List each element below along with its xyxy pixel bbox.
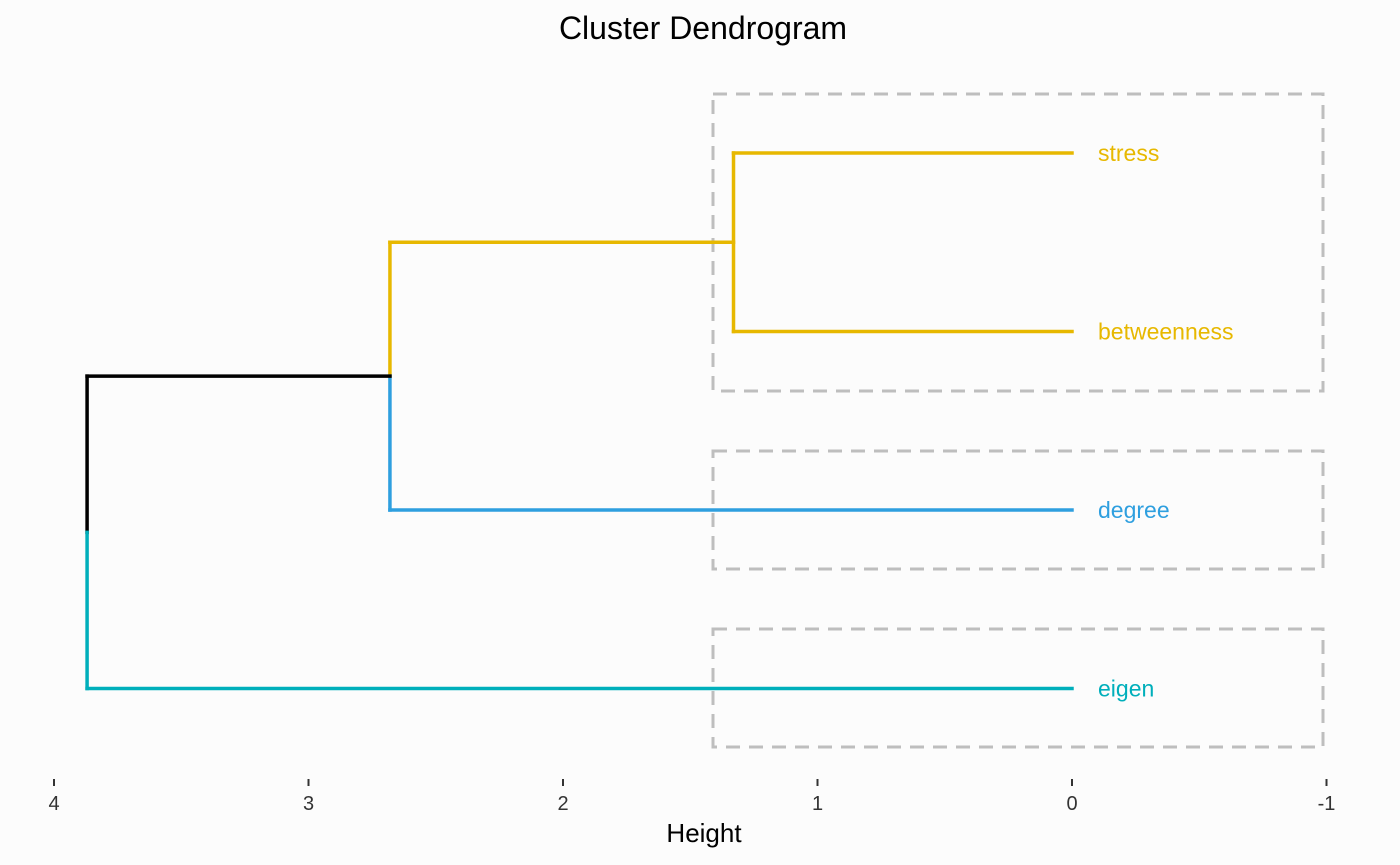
x-axis-title: Height bbox=[666, 818, 742, 848]
x-tick-label: 0 bbox=[1066, 793, 1077, 815]
leaf-label-betweenness: betweenness bbox=[1098, 319, 1234, 345]
leaf-labels: stress betweenness degree eigen bbox=[1098, 140, 1234, 702]
dendrogram-branches bbox=[85, 151, 1074, 691]
cluster-box-3 bbox=[711, 627, 1325, 749]
cluster-box-1 bbox=[711, 92, 1325, 393]
x-tick-label: -1 bbox=[1318, 793, 1336, 815]
x-tick-label: 1 bbox=[812, 793, 823, 815]
x-axis: 4 3 2 1 0 -1 bbox=[48, 779, 1335, 815]
leaf-label-eigen: eigen bbox=[1098, 676, 1154, 702]
cluster-boxes bbox=[711, 92, 1325, 749]
x-tick-label: 2 bbox=[557, 793, 568, 815]
leaf-label-stress: stress bbox=[1098, 140, 1159, 166]
leaf-label-degree: degree bbox=[1098, 497, 1170, 523]
cluster-box-2 bbox=[711, 449, 1325, 571]
x-tick-label: 4 bbox=[48, 793, 59, 815]
x-tick-label: 3 bbox=[303, 793, 314, 815]
chart-title: Cluster Dendrogram bbox=[559, 10, 847, 46]
